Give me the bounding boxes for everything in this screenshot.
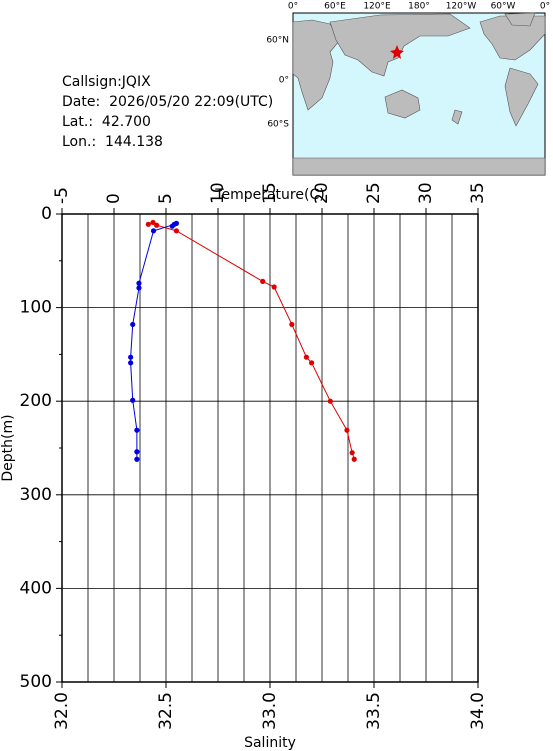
- map-lat-label: 0°: [279, 76, 289, 86]
- x2-tick-label: 34.0: [468, 692, 488, 730]
- x-tick-label: 10: [208, 182, 228, 204]
- profile-point: [134, 456, 140, 462]
- x-tick-label: 0: [104, 193, 124, 204]
- profile-point: [136, 285, 142, 291]
- map-lon-label: 180°: [408, 2, 430, 12]
- x-tick-label: 15: [260, 182, 280, 204]
- y-tick-label: 500: [20, 672, 52, 692]
- y-axis-label: Depth(m): [0, 414, 16, 481]
- y-tick-label: 100: [20, 298, 52, 318]
- profile-point: [309, 360, 315, 366]
- profile-point: [128, 360, 134, 366]
- y-tick-label: 400: [20, 578, 52, 598]
- profile-point: [134, 449, 140, 455]
- profile-point: [145, 221, 151, 227]
- profile-point: [134, 427, 140, 433]
- position-marker: [390, 45, 404, 59]
- profile-point: [327, 398, 333, 404]
- x-tick-label: 25: [364, 182, 384, 204]
- profile-point: [351, 456, 357, 462]
- info-lon: Lon.: 144.138: [62, 134, 163, 150]
- map-lon-label: 120°E: [363, 2, 391, 12]
- x2-tick-label: 33.0: [260, 692, 280, 730]
- profile-point: [260, 278, 266, 284]
- profile-point: [130, 321, 136, 328]
- map: [292, 12, 546, 176]
- profile-line: [148, 221, 355, 460]
- x-axis-label: Temperature(C): [214, 187, 324, 203]
- profile-point: [154, 222, 160, 228]
- x-tick-label: 20: [312, 182, 332, 204]
- profile-point: [303, 354, 309, 360]
- profile-point: [128, 354, 134, 360]
- profile-point: [289, 321, 295, 328]
- info-callsign: Callsign:JQIX: [62, 74, 151, 90]
- map-lat-label: 60°N: [266, 36, 289, 46]
- x2-tick-label: 32.0: [52, 692, 72, 730]
- x-tick-label: 30: [416, 182, 436, 204]
- map-lon-label: 60°E: [324, 2, 346, 12]
- profile-point: [171, 221, 177, 227]
- profile-point: [130, 397, 136, 403]
- y-tick-label: 0: [41, 204, 52, 224]
- x2-tick-label: 32.5: [156, 692, 176, 730]
- profile-point: [271, 284, 277, 290]
- x2-axis-label: Salinity: [244, 735, 296, 751]
- map-lat-label: 60°S: [267, 120, 289, 130]
- map-lon-label: 0°: [288, 2, 298, 12]
- profile-point: [173, 228, 179, 234]
- profile-point: [349, 450, 355, 456]
- profile-line: [130, 222, 177, 460]
- map-lon-label: 60°W: [491, 2, 516, 12]
- map-land: [292, 12, 546, 176]
- map-lon-label: 120°W: [446, 2, 477, 12]
- x-tick-label: 5: [156, 193, 176, 204]
- profile-point: [136, 280, 142, 286]
- x2-tick-label: 33.5: [364, 692, 384, 730]
- y-tick-label: 300: [20, 485, 52, 505]
- info-lat: Lat.: 42.700: [62, 114, 151, 130]
- x-tick-label: 35: [468, 182, 488, 204]
- y-tick-label: 200: [20, 391, 52, 411]
- map-lon-label: 0°: [540, 2, 550, 12]
- profile-point: [344, 427, 350, 433]
- profile-point: [150, 228, 157, 234]
- profile-point: [150, 219, 156, 226]
- info-date: Date: 2026/05/20 22:09(UTC): [62, 94, 273, 110]
- x-tick-label: -5: [52, 187, 72, 204]
